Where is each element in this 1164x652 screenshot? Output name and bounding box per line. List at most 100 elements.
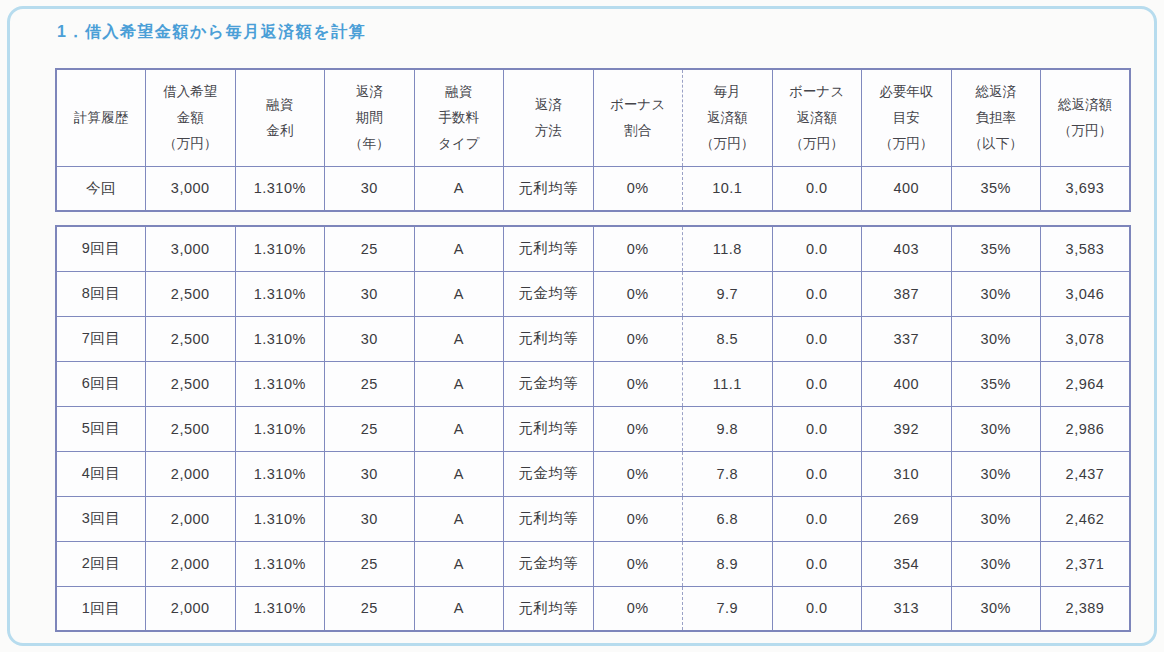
cell-total-repayment: 3,693: [1041, 166, 1131, 211]
column-header-interest-rate: 融資 金利: [235, 69, 325, 166]
cell-calc-history: 5回目: [56, 406, 146, 451]
cell-calc-history: 8回目: [56, 271, 146, 316]
table-row: 7回目 2,500 1.310% 30 A 元利均等 0% 8.5 0.0 33…: [56, 316, 1130, 361]
cell-bonus-payment: 0.0: [772, 586, 862, 631]
cell-repayment-method: 元利均等: [504, 226, 594, 271]
cell-interest-rate: 1.310%: [235, 451, 325, 496]
cell-burden-ratio: 30%: [951, 586, 1041, 631]
cell-total-repayment: 3,583: [1041, 226, 1131, 271]
cell-burden-ratio: 30%: [951, 271, 1041, 316]
table-row: 4回目 2,000 1.310% 30 A 元金均等 0% 7.8 0.0 31…: [56, 451, 1130, 496]
cell-repayment-method: 元金均等: [504, 541, 594, 586]
cell-required-income: 400: [862, 361, 952, 406]
cell-bonus-payment: 0.0: [772, 406, 862, 451]
cell-repayment-period: 30: [325, 271, 415, 316]
cell-fee-type: A: [414, 406, 504, 451]
cell-loan-amount: 2,000: [146, 451, 236, 496]
column-header-repayment-period: 返済 期間 （年）: [325, 69, 415, 166]
cell-calc-history: 1回目: [56, 586, 146, 631]
column-header-repayment-method: 返済 方法: [504, 69, 594, 166]
cell-burden-ratio: 35%: [951, 361, 1041, 406]
cell-loan-amount: 2,000: [146, 496, 236, 541]
cell-burden-ratio: 30%: [951, 496, 1041, 541]
cell-fee-type: A: [414, 496, 504, 541]
cell-fee-type: A: [414, 226, 504, 271]
cell-repayment-method: 元利均等: [504, 586, 594, 631]
cell-repayment-period: 30: [325, 166, 415, 211]
table-row: 6回目 2,500 1.310% 25 A 元金均等 0% 11.1 0.0 4…: [56, 361, 1130, 406]
current-calculation-table: 計算履歴 借入希望 金額 （万円） 融資 金利 返済 期間 （年） 融資 手数料…: [55, 68, 1131, 212]
cell-monthly-payment: 9.8: [683, 406, 773, 451]
cell-monthly-payment: 11.8: [683, 226, 773, 271]
cell-bonus-ratio: 0%: [593, 271, 683, 316]
cell-burden-ratio: 35%: [951, 166, 1041, 211]
cell-total-repayment: 2,964: [1041, 361, 1131, 406]
cell-bonus-payment: 0.0: [772, 316, 862, 361]
cell-bonus-ratio: 0%: [593, 586, 683, 631]
cell-calc-history: 7回目: [56, 316, 146, 361]
cell-required-income: 310: [862, 451, 952, 496]
cell-bonus-ratio: 0%: [593, 166, 683, 211]
cell-interest-rate: 1.310%: [235, 361, 325, 406]
cell-loan-amount: 2,500: [146, 361, 236, 406]
cell-bonus-payment: 0.0: [772, 541, 862, 586]
cell-monthly-payment: 8.5: [683, 316, 773, 361]
cell-required-income: 269: [862, 496, 952, 541]
cell-calc-history: 9回目: [56, 226, 146, 271]
cell-bonus-ratio: 0%: [593, 451, 683, 496]
cell-repayment-method: 元利均等: [504, 496, 594, 541]
column-header-monthly-payment: 毎月 返済額 （万円）: [683, 69, 773, 166]
cell-loan-amount: 3,000: [146, 226, 236, 271]
table-row: 8回目 2,500 1.310% 30 A 元金均等 0% 9.7 0.0 38…: [56, 271, 1130, 316]
cell-total-repayment: 2,389: [1041, 586, 1131, 631]
cell-required-income: 337: [862, 316, 952, 361]
cell-monthly-payment: 7.8: [683, 451, 773, 496]
cell-total-repayment: 3,078: [1041, 316, 1131, 361]
table-row: 5回目 2,500 1.310% 25 A 元利均等 0% 9.8 0.0 39…: [56, 406, 1130, 451]
cell-repayment-method: 元利均等: [504, 316, 594, 361]
cell-fee-type: A: [414, 586, 504, 631]
cell-fee-type: A: [414, 166, 504, 211]
cell-loan-amount: 2,500: [146, 316, 236, 361]
cell-interest-rate: 1.310%: [235, 226, 325, 271]
cell-repayment-period: 30: [325, 496, 415, 541]
cell-bonus-payment: 0.0: [772, 166, 862, 211]
cell-burden-ratio: 30%: [951, 316, 1041, 361]
cell-total-repayment: 2,462: [1041, 496, 1131, 541]
cell-bonus-payment: 0.0: [772, 496, 862, 541]
cell-fee-type: A: [414, 361, 504, 406]
cell-burden-ratio: 30%: [951, 451, 1041, 496]
cell-monthly-payment: 11.1: [683, 361, 773, 406]
cell-bonus-ratio: 0%: [593, 361, 683, 406]
cell-monthly-payment: 6.8: [683, 496, 773, 541]
column-header-loan-amount: 借入希望 金額 （万円）: [146, 69, 236, 166]
cell-total-repayment: 2,371: [1041, 541, 1131, 586]
cell-required-income: 313: [862, 586, 952, 631]
cell-interest-rate: 1.310%: [235, 271, 325, 316]
cell-calc-history: 4回目: [56, 451, 146, 496]
cell-bonus-payment: 0.0: [772, 226, 862, 271]
column-header-calc-history: 計算履歴: [56, 69, 146, 166]
cell-total-repayment: 2,986: [1041, 406, 1131, 451]
column-header-bonus-ratio: ボーナス 割合: [593, 69, 683, 166]
table-row: 2回目 2,000 1.310% 25 A 元金均等 0% 8.9 0.0 35…: [56, 541, 1130, 586]
cell-required-income: 354: [862, 541, 952, 586]
cell-repayment-period: 25: [325, 226, 415, 271]
cell-bonus-payment: 0.0: [772, 361, 862, 406]
table-row: 9回目 3,000 1.310% 25 A 元利均等 0% 11.8 0.0 4…: [56, 226, 1130, 271]
cell-monthly-payment: 10.1: [683, 166, 773, 211]
cell-monthly-payment: 9.7: [683, 271, 773, 316]
cell-calc-history: 6回目: [56, 361, 146, 406]
history-table: 9回目 3,000 1.310% 25 A 元利均等 0% 11.8 0.0 4…: [55, 225, 1131, 632]
cell-repayment-method: 元金均等: [504, 271, 594, 316]
cell-bonus-ratio: 0%: [593, 226, 683, 271]
cell-required-income: 392: [862, 406, 952, 451]
column-header-total-repayment: 総返済額 （万円）: [1041, 69, 1131, 166]
table-header: 計算履歴 借入希望 金額 （万円） 融資 金利 返済 期間 （年） 融資 手数料…: [56, 69, 1130, 166]
cell-required-income: 403: [862, 226, 952, 271]
cell-interest-rate: 1.310%: [235, 406, 325, 451]
cell-bonus-ratio: 0%: [593, 541, 683, 586]
table-row: 今回 3,000 1.310% 30 A 元利均等 0% 10.1 0.0 40…: [56, 166, 1130, 211]
cell-loan-amount: 2,500: [146, 406, 236, 451]
cell-fee-type: A: [414, 451, 504, 496]
